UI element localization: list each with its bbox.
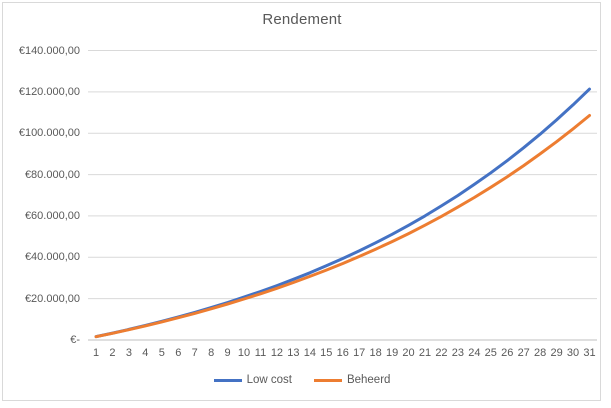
series-line-low-cost[interactable] xyxy=(94,87,591,339)
y-tick-label: €80.000,00 xyxy=(24,168,80,181)
x-tick-label: 25 xyxy=(484,347,497,359)
legend-label: Beheerd xyxy=(346,374,391,386)
x-tick-label: 2 xyxy=(109,347,116,359)
x-tick-label: 28 xyxy=(534,347,547,359)
x-tick-label: 30 xyxy=(566,347,580,359)
x-tick-label: 16 xyxy=(336,347,349,359)
x-tick-label: 5 xyxy=(158,347,165,359)
x-tick-label: 19 xyxy=(385,347,399,359)
x-tick-label: 26 xyxy=(501,347,514,359)
x-tick-label: 1 xyxy=(92,347,100,359)
x-tick-label: 21 xyxy=(418,347,432,359)
legend-label: Low cost xyxy=(246,374,292,386)
y-tick-label: €60.000,00 xyxy=(24,209,80,222)
y-tick-label: €20.000,00 xyxy=(24,292,80,305)
x-tick-label: 31 xyxy=(583,347,596,359)
series-line-beheerd[interactable] xyxy=(94,114,591,339)
x-tick-label: 12 xyxy=(270,347,284,359)
y-tick-label: €- xyxy=(70,334,80,346)
y-tick-label: €120.000,00 xyxy=(18,85,80,98)
y-tick-label: €100.000,00 xyxy=(18,127,80,140)
x-tick-label: 24 xyxy=(468,347,481,359)
x-tick-label: 14 xyxy=(303,347,316,359)
legend-swatch-low-cost xyxy=(213,378,242,382)
chart-title[interactable]: Rendement xyxy=(262,11,342,28)
x-tick-label: 9 xyxy=(224,347,231,359)
x-tick-label: 23 xyxy=(451,347,465,359)
y-tick-label: €140.000,00 xyxy=(18,44,80,57)
x-tick-label: 17 xyxy=(353,347,366,359)
legend: Low cost Beheerd xyxy=(2,374,602,386)
x-tick-label: 3 xyxy=(125,347,132,359)
x-tick-label: 4 xyxy=(142,347,149,359)
x-tick-label: 15 xyxy=(320,347,333,359)
x-tick-label: 27 xyxy=(517,347,530,359)
x-tick-label: 18 xyxy=(369,347,382,359)
x-tick-label: 29 xyxy=(550,347,563,359)
x-tick-label: 13 xyxy=(287,347,300,359)
x-tick-label: 6 xyxy=(175,347,182,359)
x-tick-label: 20 xyxy=(402,347,415,359)
legend-item-low-cost[interactable]: Low cost xyxy=(213,374,292,386)
legend-item-beheerd[interactable]: Beheerd xyxy=(313,374,391,386)
y-tick-label: €40.000,00 xyxy=(24,251,80,264)
x-tick-label: 11 xyxy=(254,347,267,359)
legend-swatch-beheerd xyxy=(313,378,342,382)
x-tick-label: 8 xyxy=(208,347,215,359)
x-tick-label: 22 xyxy=(435,347,448,359)
x-tick-label: 10 xyxy=(237,347,251,359)
x-tick-label: 7 xyxy=(191,347,198,359)
